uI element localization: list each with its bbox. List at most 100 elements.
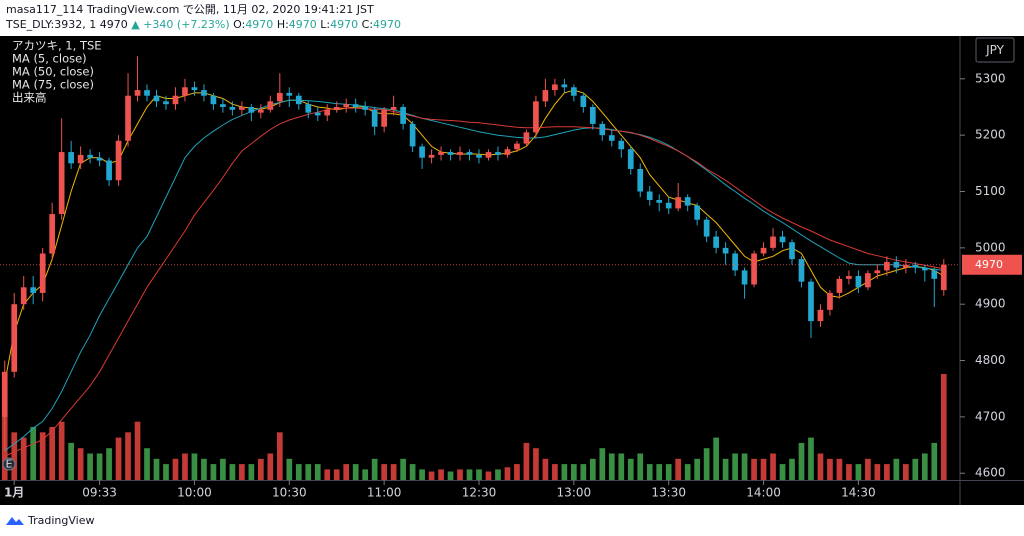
volume-bar — [96, 453, 103, 480]
candle-body — [741, 270, 748, 285]
candle-body — [646, 191, 653, 200]
candle-body — [902, 264, 909, 268]
candle-body — [96, 157, 103, 161]
volume-bar — [940, 374, 947, 480]
volume-bar — [703, 448, 710, 480]
candle-body — [106, 160, 112, 181]
candle-body — [352, 104, 359, 107]
moving-average-line — [4, 107, 944, 457]
candle-body — [884, 261, 890, 271]
volume-bar — [106, 448, 112, 480]
candle-body — [229, 106, 236, 110]
quote-line: TSE_DLY:3932, 1 4970 ▲ +340 (+7.23%) O:4… — [5, 18, 401, 31]
candle-body — [390, 106, 397, 110]
quote-part: L: — [320, 18, 330, 31]
last-price-label: 4970 — [975, 258, 1003, 271]
last-price-box — [962, 254, 1022, 275]
volume-bar — [504, 467, 511, 480]
volume-bar — [457, 469, 463, 480]
plot — [0, 56, 960, 480]
candle-body — [846, 276, 852, 279]
volume-bar — [30, 427, 37, 480]
volume-bar — [87, 453, 93, 480]
candle-body — [314, 112, 321, 116]
candle-body — [172, 95, 179, 105]
volume-bar — [229, 464, 236, 480]
volume-bar — [248, 464, 255, 480]
brand-logo — [6, 517, 24, 525]
candle-body — [39, 253, 46, 293]
candle-body — [144, 90, 150, 96]
candle-body — [295, 95, 302, 105]
candle-body — [751, 253, 757, 285]
candle-body — [210, 95, 217, 105]
y-tick-label: 4700 — [975, 409, 1006, 423]
candle-body — [267, 101, 274, 110]
chart-background — [0, 36, 1024, 505]
volume-bar — [684, 464, 691, 480]
volume-bar — [552, 464, 558, 480]
candle-body — [599, 123, 606, 136]
x-tick-label: 10:00 — [177, 486, 212, 500]
volume-bar — [428, 471, 435, 480]
quote-part: 4970 — [289, 18, 321, 31]
legend-entry: MA (5, close) — [12, 52, 87, 66]
volume-bar — [770, 453, 776, 480]
volume-bar — [163, 464, 169, 480]
volume-bar — [371, 458, 378, 480]
volume-bar — [608, 453, 615, 480]
volume-bar — [220, 458, 226, 480]
candle-body — [201, 90, 207, 96]
volume-bar — [846, 464, 852, 480]
candle-body — [760, 247, 767, 254]
candle-body — [580, 95, 587, 107]
candle-body — [58, 152, 65, 215]
volume-bar — [798, 442, 805, 480]
candle-body — [400, 106, 406, 124]
candle-body — [438, 152, 444, 155]
volume-bar — [49, 427, 56, 480]
currency-button[interactable] — [975, 37, 1015, 63]
volume-bar — [722, 458, 729, 480]
candle-body — [371, 109, 378, 127]
candle-body — [618, 140, 625, 150]
candle-body — [514, 143, 520, 150]
candle-body — [153, 95, 160, 102]
candle-body — [324, 109, 331, 116]
currency[interactable]: JPY — [985, 43, 1005, 57]
candle-body — [447, 152, 454, 155]
candle-body — [457, 152, 463, 155]
candle-body — [656, 199, 663, 203]
candle-body — [589, 106, 596, 124]
volume-bar — [352, 464, 359, 480]
volume-bar — [902, 464, 909, 480]
candle-body — [343, 104, 350, 107]
earnings-marker: E — [6, 458, 13, 471]
y-tick-label: 5200 — [975, 128, 1006, 142]
volume-bar — [675, 458, 682, 480]
candle-body — [789, 242, 795, 260]
x-tick-label: 13:00 — [557, 486, 592, 500]
candle-body — [608, 135, 615, 141]
volume-bar — [580, 464, 587, 480]
candle-body — [931, 270, 938, 279]
volume-bar — [646, 464, 653, 480]
volume-bar — [637, 453, 644, 480]
candle-body — [817, 309, 824, 322]
candle-body — [893, 261, 900, 268]
volume-bar — [447, 471, 454, 480]
volume-bar — [542, 458, 549, 480]
candle-body — [779, 236, 786, 243]
x-tick-label: 14:30 — [841, 486, 876, 500]
candle-body — [276, 92, 283, 102]
volume-bar — [239, 464, 245, 480]
volume-bar — [865, 458, 871, 480]
volume-bar — [144, 448, 150, 480]
volume-bar — [134, 421, 141, 480]
volume-bar — [855, 464, 862, 480]
moving-average-line — [4, 99, 944, 452]
volume-bar — [836, 458, 843, 480]
candle-body — [134, 90, 141, 96]
volume-bar — [741, 453, 748, 480]
volume-bar — [514, 464, 520, 480]
